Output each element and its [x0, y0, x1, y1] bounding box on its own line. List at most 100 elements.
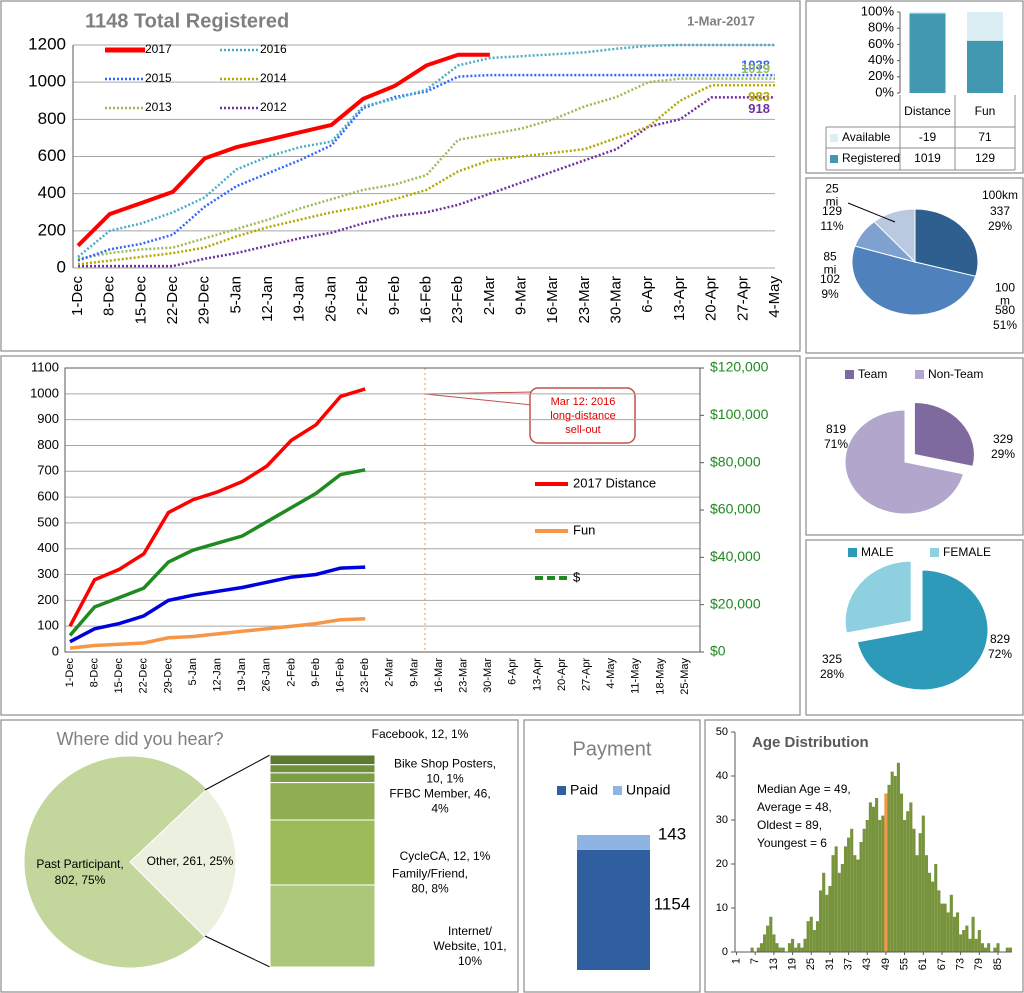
y-tick-label: 500: [37, 514, 59, 529]
x-tick-label: 26-Jan: [322, 276, 339, 322]
leader-line: [847, 202, 896, 223]
legend-label: Registered: [842, 151, 900, 165]
segment-label: CycleCA, 12, 1%: [400, 849, 491, 863]
histogram-bar: [906, 811, 910, 952]
x-tick-label: 23-Feb: [359, 658, 371, 693]
y-tick-label: 400: [38, 183, 66, 202]
x-tick-label: 1-Dec: [64, 658, 76, 688]
x-tick-label: 7: [749, 958, 761, 964]
x-tick-label: 9-Mar: [513, 276, 530, 315]
y-tick-label: 20: [716, 858, 728, 870]
bar-segment: [269, 819, 376, 886]
pie-slice: [851, 245, 977, 316]
y-tick-label: 100: [37, 618, 59, 633]
annotation: Mar 12: 2016 long-distance sell-out: [550, 396, 615, 436]
x-tick-label: 16-Mar: [433, 658, 445, 693]
histogram-bar: [1005, 947, 1009, 952]
histogram-bar: [987, 943, 991, 952]
panel: [0, 355, 801, 716]
panel: [0, 0, 801, 352]
histogram-bar: [759, 943, 764, 952]
series-line: [76, 52, 490, 248]
histogram-bar: [812, 930, 816, 952]
x-tick-label: 26-Jan: [261, 658, 273, 692]
legend-swatch: [848, 548, 857, 557]
y-tick-label: 200: [38, 220, 66, 239]
pie-slice: [129, 788, 237, 938]
histogram-bar: [803, 938, 807, 952]
x-tick-label: 19-Jan: [291, 276, 308, 322]
legend-swatch: [915, 370, 924, 379]
histogram-bar: [921, 815, 925, 952]
slice-percent: 71%: [824, 437, 848, 451]
histogram-bar: [887, 784, 891, 952]
x-tick-label: 29-Dec: [196, 276, 213, 325]
x-tick-label: 61: [917, 958, 929, 970]
x-category: Distance: [904, 104, 951, 118]
histogram-bar: [853, 855, 857, 952]
histogram-bar: [878, 820, 882, 952]
histogram-bar: [899, 793, 904, 952]
histogram-bar: [946, 912, 950, 952]
plot-frame: [64, 367, 701, 653]
y-tick-label: 600: [37, 489, 59, 504]
y-tick-label: 1200: [28, 34, 66, 53]
x-tick-label: 2-Feb: [354, 276, 371, 315]
y-tick-label: 400: [37, 540, 59, 555]
x-tick-label: 12-Jan: [259, 276, 276, 322]
histogram-bar: [778, 947, 782, 952]
slice-label: Other, 261, 25%: [147, 854, 234, 868]
histogram-bar: [993, 947, 997, 952]
histogram-bar: [834, 846, 838, 952]
x-tick-label: 9-Mar: [408, 658, 420, 687]
histogram-bar: [868, 802, 872, 952]
slice-value: 102: [820, 272, 840, 286]
histogram-bar: [809, 916, 813, 952]
x-tick-label: 13-Apr: [671, 276, 688, 321]
x-tick-label: 18-May: [654, 658, 666, 695]
x-tick-label: 27-Apr: [734, 276, 751, 321]
y-tick-label: 0: [52, 643, 59, 658]
histogram-bar: [806, 921, 810, 952]
chart-title: 1148 Total Registered: [85, 10, 289, 32]
histogram-bar: [918, 833, 922, 952]
legend-swatch: [557, 786, 566, 795]
x-tick-label: 20-Apr: [556, 658, 568, 691]
x-tick-label: 1-Dec: [69, 276, 86, 317]
bar-segment: [269, 754, 376, 766]
histogram-bar: [980, 943, 984, 952]
legend-label: Fun: [573, 522, 595, 537]
histogram-bar: [750, 947, 754, 952]
y2-tick-label: $20,000: [710, 595, 761, 611]
legend-label: 2014: [260, 71, 287, 85]
connector: [204, 754, 271, 791]
legend-label: 2015: [145, 71, 172, 85]
y-tick-label: 600: [38, 146, 66, 165]
x-tick-label: 8-Dec: [89, 658, 101, 688]
segment-label: Bike Shop Posters, 10, 1%: [394, 757, 496, 786]
x-tick-label: 2-Mar: [384, 658, 396, 687]
histogram-bar: [949, 894, 953, 952]
x-tick-label: 16-Mar: [544, 276, 561, 324]
histogram-bar: [862, 828, 866, 952]
histogram-bar: [871, 806, 876, 952]
x-tick-label: 9-Feb: [386, 276, 403, 315]
slice-label: 25 mi: [825, 182, 839, 209]
x-tick-label: 49: [880, 958, 892, 970]
x-tick-label: 23-Mar: [576, 276, 593, 324]
x-tick-label: 31: [824, 958, 836, 970]
x-tick-label: 22-Dec: [138, 658, 150, 694]
series-line: [78, 96, 775, 268]
legend-swatch: [930, 548, 939, 557]
y-tick-label: 1000: [30, 385, 59, 400]
histogram-bar: [847, 837, 851, 952]
histogram-bar: [955, 912, 960, 952]
segment-label: Family/Friend, 80, 8%: [392, 867, 468, 896]
histogram-bar: [996, 943, 1000, 952]
x-tick-label: 4-May: [766, 276, 783, 318]
histogram-bar: [903, 820, 907, 952]
x-tick-label: 6-Apr: [507, 658, 519, 685]
value-label: 143: [658, 824, 686, 843]
x-tick-label: 13: [768, 958, 780, 970]
x-tick-label: 23-Feb: [449, 276, 466, 324]
